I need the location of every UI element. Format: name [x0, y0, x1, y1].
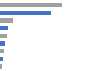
Bar [0, 26, 8, 30]
Bar [0, 11, 51, 15]
Bar [0, 3, 62, 7]
Bar [0, 34, 7, 38]
Bar [0, 64, 2, 69]
Bar [0, 41, 5, 46]
Bar [0, 57, 3, 61]
Bar [0, 18, 13, 23]
Bar [0, 49, 4, 53]
